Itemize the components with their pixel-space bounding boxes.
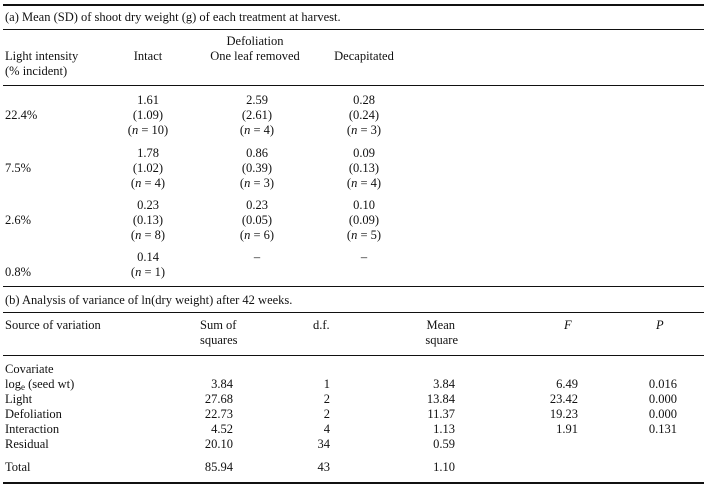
header-defoliation: Defoliation (226, 34, 284, 48)
cell-df: 4 (323, 422, 330, 436)
cell-ms: 3.84 (433, 377, 455, 391)
row-source-light: Light (5, 392, 33, 406)
cell-f: 6.49 (556, 377, 578, 391)
cell-df: 1 (323, 377, 330, 391)
row-light-22-4: 22.4% (5, 108, 38, 122)
bottom-rule (3, 482, 704, 484)
cell-f: 19.23 (549, 407, 578, 421)
cell-sd: (0.05) (241, 213, 273, 227)
header-percent-incident: (% incident) (5, 64, 68, 78)
row-light-2-6: 2.6% (5, 213, 32, 227)
cell-n: (n = 3) (346, 123, 382, 137)
cell-ss: 4.52 (211, 422, 233, 436)
table-a-header-top-rule (3, 29, 704, 30)
cell-ms-total: 1.10 (433, 460, 455, 474)
cell-dash: – (360, 250, 368, 264)
header-one-leaf-removed: One leaf removed (210, 49, 300, 63)
header-light-intensity: Light intensity (5, 49, 79, 63)
cell-ss-total: 85.94 (204, 460, 233, 474)
cell-mean: 0.23 (246, 198, 268, 212)
cell-mean: 0.23 (137, 198, 159, 212)
cell-n: (n = 5) (346, 228, 382, 242)
cell-mean: 2.59 (246, 93, 268, 107)
table-b-caption: (b) Analysis of variance of ln(dry weigh… (5, 293, 293, 307)
header-f: F (564, 318, 572, 332)
cell-df-total: 43 (317, 460, 331, 474)
cell-sd: (0.39) (241, 161, 273, 175)
cell-n: (n = 8) (130, 228, 166, 242)
cell-p: 0.000 (648, 392, 677, 406)
cell-df: 34 (317, 437, 331, 451)
header-mean: Mean (426, 318, 455, 332)
cell-dash: – (253, 250, 261, 264)
cell-ss: 27.68 (204, 392, 233, 406)
cell-mean: 1.78 (137, 146, 159, 160)
cell-mean: 1.61 (137, 93, 159, 107)
table-a-header-bottom-rule (3, 85, 704, 86)
header-decapitated: Decapitated (334, 49, 394, 63)
cell-sd: (1.02) (132, 161, 164, 175)
table-a-caption: (a) Mean (SD) of shoot dry weight (g) of… (5, 10, 341, 24)
cell-sd: (1.09) (132, 108, 164, 122)
cell-ms: 11.37 (427, 407, 455, 421)
cell-mean: 0.10 (353, 198, 375, 212)
cell-p: 0.016 (648, 377, 677, 391)
table-b-header-bottom-rule (3, 355, 704, 356)
cell-p: 0.000 (648, 407, 677, 421)
row-source-log-seed: loge (seed wt) (5, 377, 75, 392)
cell-n: (n = 4) (130, 176, 166, 190)
cell-mean: 0.28 (353, 93, 375, 107)
cell-mean: 0.86 (246, 146, 268, 160)
cell-sd: (0.09) (348, 213, 380, 227)
cell-ms: 13.84 (426, 392, 455, 406)
cell-sd: (0.24) (348, 108, 380, 122)
cell-p: 0.131 (648, 422, 677, 436)
cell-sd: (0.13) (348, 161, 380, 175)
cell-ss: 20.10 (204, 437, 233, 451)
cell-n: (n = 3) (239, 176, 275, 190)
header-df: d.f. (313, 318, 330, 332)
header-sum-of: Sum of (200, 318, 237, 332)
row-source-residual: Residual (5, 437, 49, 451)
cell-n: (n = 6) (239, 228, 275, 242)
cell-sd: (2.61) (241, 108, 273, 122)
table-b-header-top-rule (3, 312, 704, 313)
cell-ss: 22.73 (204, 407, 233, 421)
header-p: P (656, 318, 664, 332)
row-light-7-5: 7.5% (5, 161, 32, 175)
cell-df: 2 (323, 407, 330, 421)
cell-n: (n = 4) (239, 123, 275, 137)
cell-n: (n = 4) (346, 176, 382, 190)
top-rule (3, 4, 704, 6)
header-square: square (425, 333, 458, 347)
cell-ms: 1.13 (433, 422, 455, 436)
header-squares: squares (200, 333, 238, 347)
header-intact: Intact (133, 49, 163, 63)
cell-ss: 3.84 (211, 377, 233, 391)
cell-f: 23.42 (549, 392, 578, 406)
row-light-0-8: 0.8% (5, 265, 32, 279)
row-source-interaction: Interaction (5, 422, 60, 436)
table-a-bottom-rule (3, 286, 704, 287)
cell-mean: 0.09 (353, 146, 375, 160)
cell-df: 2 (323, 392, 330, 406)
row-source-total: Total (5, 460, 31, 474)
cell-ms: 0.59 (433, 437, 455, 451)
cell-n: (n = 10) (127, 123, 169, 137)
cell-f: 1.91 (556, 422, 578, 436)
header-source-of-variation: Source of variation (5, 318, 101, 332)
row-source-defoliation: Defoliation (5, 407, 62, 421)
covariate-label: Covariate (5, 362, 54, 376)
cell-sd: (0.13) (132, 213, 164, 227)
cell-mean: 0.14 (137, 250, 159, 264)
cell-n: (n = 1) (130, 265, 166, 279)
